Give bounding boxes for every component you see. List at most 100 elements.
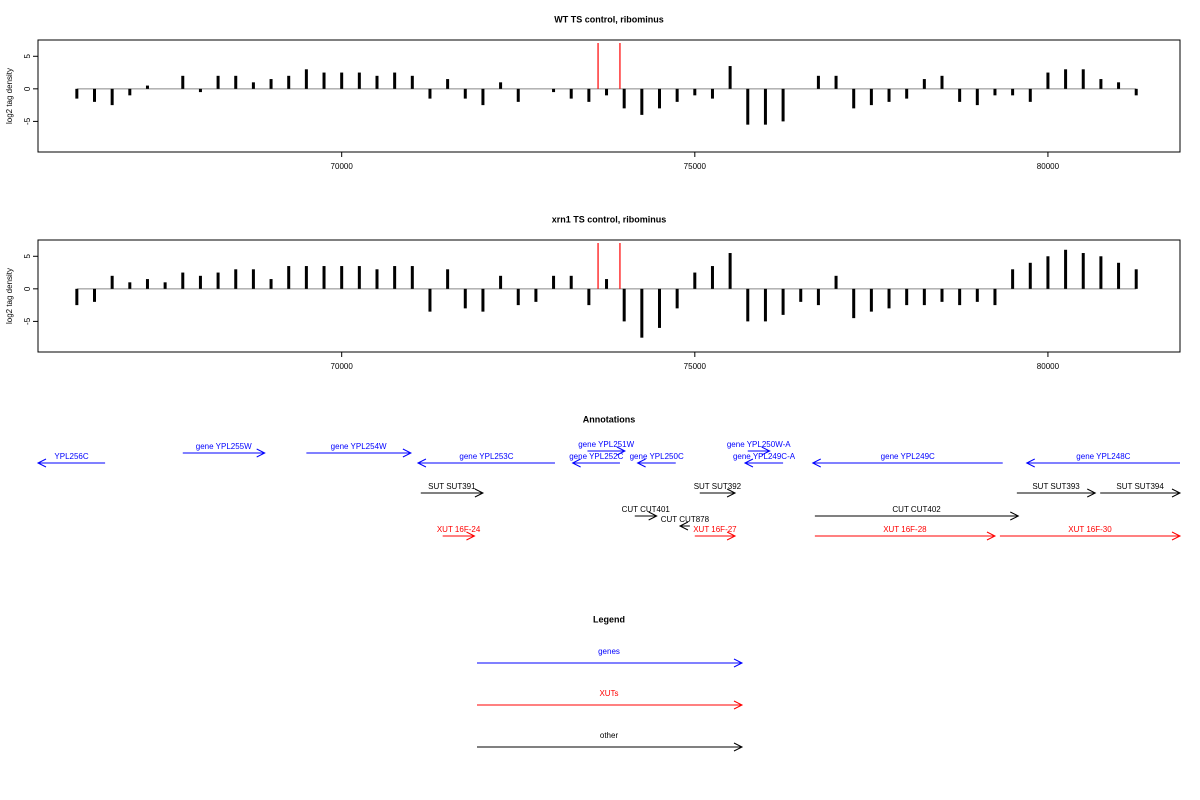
density-bar bbox=[145, 279, 149, 289]
y-tick-label: -5 bbox=[23, 117, 32, 125]
feature-label: XUT 16F-28 bbox=[883, 525, 927, 534]
density-bar bbox=[1081, 69, 1085, 89]
density-bar bbox=[587, 88, 591, 102]
density-bar bbox=[251, 269, 255, 289]
density-bar bbox=[481, 288, 485, 312]
legend-title: Legend bbox=[593, 614, 625, 624]
density-bar bbox=[1117, 82, 1121, 89]
feature-label: YPL256C bbox=[54, 452, 88, 461]
density-bar bbox=[1011, 269, 1015, 289]
x-tick-label: 75000 bbox=[684, 362, 707, 371]
feature-label: SUT SUT394 bbox=[1116, 482, 1164, 491]
density-bar bbox=[75, 88, 79, 99]
density-bar bbox=[481, 88, 485, 106]
density-bar bbox=[410, 266, 414, 289]
density-bar bbox=[569, 88, 573, 99]
feature-arrow-head bbox=[811, 458, 821, 468]
density-bar bbox=[163, 282, 167, 289]
density-bar bbox=[869, 88, 873, 106]
feature-label: XUT 16F-27 bbox=[693, 525, 737, 534]
density-bar bbox=[393, 266, 397, 289]
density-bar bbox=[887, 88, 891, 102]
density-bar bbox=[763, 88, 767, 125]
density-bar bbox=[110, 275, 114, 289]
feature-label: gene YPL250W-A bbox=[727, 440, 791, 449]
chart-title: xrn1 TS control, ribominus bbox=[552, 214, 667, 224]
density-bar bbox=[322, 72, 326, 89]
feature-label: SUT SUT392 bbox=[694, 482, 742, 491]
feature-arrow-head bbox=[636, 458, 646, 468]
density-bar bbox=[516, 288, 520, 306]
density-bar bbox=[640, 288, 644, 338]
density-bar bbox=[993, 288, 997, 306]
density-bar bbox=[287, 266, 291, 289]
y-tick-label: 5 bbox=[23, 54, 32, 59]
density-bar bbox=[622, 288, 626, 322]
density-bar bbox=[216, 75, 220, 89]
density-bar bbox=[1134, 269, 1138, 289]
feature-arrow-head bbox=[36, 458, 47, 468]
density-bar bbox=[569, 275, 573, 289]
density-bar bbox=[269, 79, 273, 89]
feature-label: gene YPL255W bbox=[196, 442, 252, 451]
density-bar bbox=[675, 288, 679, 309]
density-bar bbox=[834, 275, 838, 289]
x-tick-label: 80000 bbox=[1037, 162, 1060, 171]
density-bar bbox=[1134, 88, 1138, 96]
density-bar bbox=[128, 282, 132, 289]
density-bar bbox=[852, 88, 856, 109]
plot-frame bbox=[37, 39, 1181, 153]
x-tick-label: 80000 bbox=[1037, 362, 1060, 371]
density-bar bbox=[357, 266, 361, 289]
density-bar bbox=[1046, 256, 1050, 289]
density-bar bbox=[693, 272, 697, 289]
density-bar bbox=[710, 88, 714, 99]
feature-arrow-head bbox=[761, 446, 771, 456]
annotations-title: Annotations bbox=[583, 414, 636, 424]
density-bar bbox=[251, 82, 255, 89]
density-bar bbox=[728, 66, 732, 89]
density-bar bbox=[145, 85, 149, 89]
density-bar bbox=[463, 88, 467, 99]
feature-arrow-head bbox=[726, 531, 737, 541]
density-bar bbox=[499, 275, 503, 289]
feature-arrow-head bbox=[616, 446, 627, 456]
feature-arrow-head bbox=[256, 448, 266, 458]
density-bar bbox=[1011, 88, 1015, 96]
density-bar bbox=[958, 88, 962, 102]
density-bar bbox=[640, 88, 644, 115]
y-axis-label: log2 tag density bbox=[5, 68, 14, 124]
density-bar bbox=[428, 288, 432, 312]
density-bar bbox=[446, 79, 450, 89]
density-bar bbox=[393, 72, 397, 89]
feature-label: gene YPL252C bbox=[569, 452, 623, 461]
feature-arrow-head bbox=[416, 458, 427, 468]
density-bar bbox=[1028, 88, 1032, 102]
density-bar bbox=[781, 288, 785, 315]
density-bar bbox=[234, 269, 238, 289]
density-bar bbox=[710, 266, 714, 289]
feature-label: CUT CUT402 bbox=[892, 505, 941, 514]
density-bar bbox=[887, 288, 891, 309]
feature-label: gene YPL249C-A bbox=[733, 452, 796, 461]
feature-label: SUT SUT393 bbox=[1032, 482, 1080, 491]
feature-label: gene YPL248C bbox=[1076, 452, 1130, 461]
density-bar bbox=[1046, 72, 1050, 89]
legend-label: other bbox=[600, 731, 619, 740]
density-bar bbox=[340, 266, 344, 289]
density-bar bbox=[92, 88, 96, 102]
feature-label: gene YPL254W bbox=[331, 442, 387, 451]
density-bar bbox=[1099, 79, 1103, 89]
density-bar bbox=[746, 288, 750, 322]
feature-arrow-head bbox=[1171, 488, 1182, 498]
density-bar bbox=[799, 288, 803, 302]
density-bar bbox=[410, 75, 414, 89]
feature-label: XUT 16F-30 bbox=[1068, 525, 1112, 534]
density-bar bbox=[92, 288, 96, 302]
feature-label: gene YPL249C bbox=[881, 452, 935, 461]
x-tick-label: 75000 bbox=[684, 162, 707, 171]
density-bar bbox=[781, 88, 785, 122]
legend-arrow-head bbox=[733, 658, 744, 668]
density-bar bbox=[375, 269, 379, 289]
density-bar bbox=[834, 75, 838, 89]
